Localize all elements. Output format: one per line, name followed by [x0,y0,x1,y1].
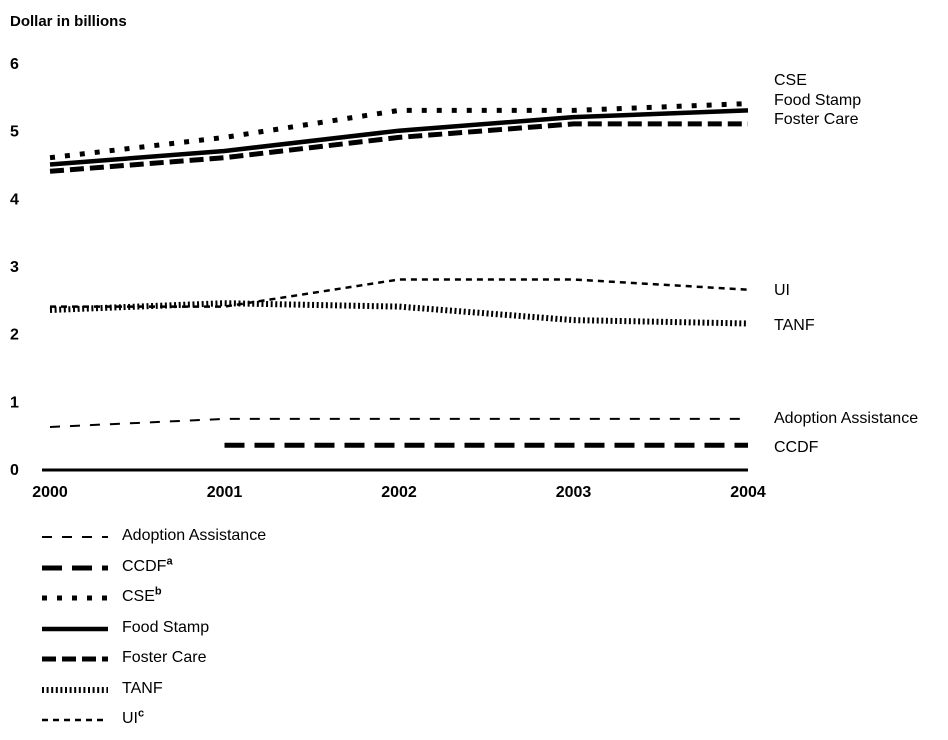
y-tick-label: 3 [10,259,19,276]
legend-footnote-marker: b [154,585,162,598]
legend-swatch [42,565,108,570]
series-lines [49,101,749,448]
y-axis-label: Dollar in billions [10,13,127,30]
legend-item: CCDFa [40,555,360,588]
y-tick-label: 4 [10,191,19,208]
legend-label: UIc [122,707,145,727]
legend-label: Food Stamp [122,618,210,636]
series-end-label: Food Stamp [774,92,861,109]
y-tick-label: 0 [10,462,19,479]
y-tick-label: 6 [10,56,19,73]
legend-item: Food Stamp [40,618,360,649]
legend-swatch [42,656,108,662]
legend-label: CCDFa [122,555,173,575]
legend-swatch [42,718,108,722]
series-end-label: CSE [774,72,807,89]
series-end-label: UI [774,282,790,299]
x-tick-label: 2001 [207,484,243,501]
legend-label: TANF [122,679,163,697]
legend-swatch [42,536,108,538]
legend-item: TANF [40,679,360,710]
legend-label: CSEb [122,585,162,605]
legend-label: Foster Care [122,649,207,666]
legend-footnote-marker: a [166,555,173,568]
x-tick-label: 2003 [556,484,592,501]
series-end-label: Foster Care [774,111,859,128]
series-end-labels: CSE Food Stamp Foster Care UI TANF Adoption A… [774,72,918,456]
legend-swatch [42,686,108,693]
legend-item: CSEb [40,585,360,618]
legend-label: Adoption Assistance [122,527,267,544]
legend-swatch [42,626,108,631]
legend-item: Foster Care [40,648,360,679]
y-tick-label: 5 [10,124,19,141]
x-tick-label: 2002 [381,484,417,501]
y-ticks: 0 1 2 3 4 5 6 [10,56,19,479]
series-line-foster-care [49,121,748,174]
series-line-adoption-assistance [49,417,748,428]
series-end-label: TANF [774,317,815,334]
y-tick-label: 2 [10,327,19,344]
series-line-food-stamp [49,108,749,167]
legend-item: UIc [40,707,360,740]
series-line-ui [50,278,749,308]
legend-swatch [42,595,108,601]
x-ticks: 2000 2001 2002 2003 2004 [32,484,766,501]
y-tick-label: 1 [10,394,19,411]
x-tick-label: 2000 [32,484,68,501]
legend-item: Adoption Assistance [40,526,360,557]
series-end-label: CCDF [774,439,819,456]
legend: Adoption Assistance CCDFa CSEb Food Stamp Fo… [40,526,360,740]
series-line-tanf [49,300,749,327]
series-end-label: Adoption Assistance [774,410,918,427]
legend-footnote-marker: c [138,707,145,720]
x-tick-label: 2004 [730,484,766,501]
